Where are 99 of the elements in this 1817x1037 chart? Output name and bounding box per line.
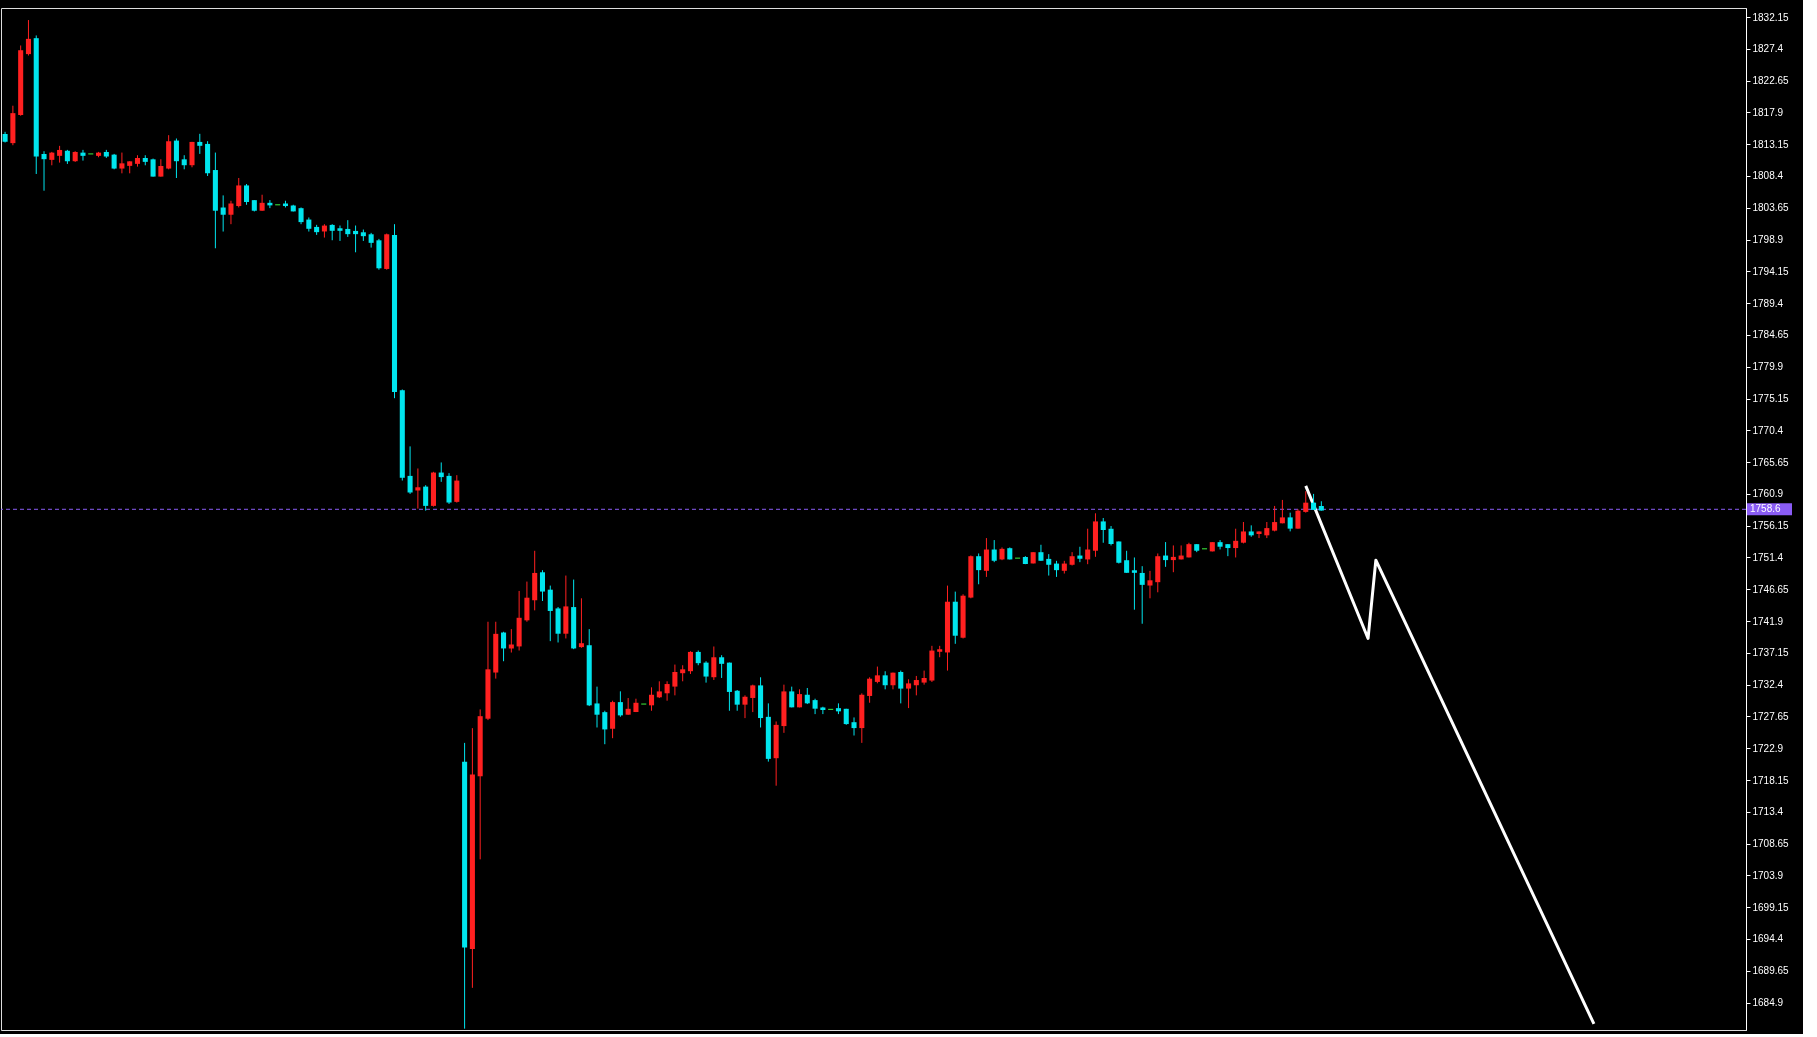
candlestick [454, 474, 460, 504]
candlestick [750, 684, 756, 713]
candlestick [649, 686, 655, 712]
y-tick-label: 1722.9 [1752, 742, 1784, 754]
y-tick-label: 1813.15 [1752, 138, 1790, 150]
candlestick [976, 552, 982, 585]
candlestick [539, 569, 546, 602]
candlestick [501, 631, 507, 662]
ref-line-label: 1758.6 [1750, 503, 1782, 515]
y-tick-label: 1741.9 [1752, 615, 1784, 627]
candlestick [1131, 556, 1137, 611]
candlestick [547, 585, 553, 642]
candlestick [1139, 565, 1145, 625]
candlestick [1295, 508, 1301, 530]
candlestick [119, 152, 125, 174]
candlestick [1124, 550, 1130, 574]
candlestick [423, 484, 429, 512]
candlestick [220, 194, 226, 233]
candlestick [703, 660, 709, 684]
candlestick [407, 445, 413, 495]
candlestick [337, 225, 343, 242]
candlestick [1170, 544, 1176, 573]
y-tick-label: 1737.15 [1752, 647, 1790, 659]
y-tick-label: 1822.65 [1752, 75, 1790, 87]
y-tick-label: 1746.65 [1752, 583, 1790, 595]
y-tick-label: 1832.15 [1752, 11, 1790, 23]
y-tick-label: 1732.4 [1752, 679, 1784, 691]
candlestick [906, 678, 912, 709]
candlestick [1225, 543, 1231, 557]
y-tick-label: 1760.9 [1752, 488, 1784, 500]
candlestick [921, 670, 927, 686]
candlestick [734, 689, 740, 712]
candlestick [1108, 525, 1114, 546]
candlestick [664, 680, 670, 702]
y-tick-label: 1798.9 [1752, 234, 1784, 246]
candlestick [228, 200, 234, 225]
candlestick [898, 670, 904, 704]
y-tick-label: 1699.15 [1752, 901, 1790, 913]
candlestick [41, 150, 47, 192]
y-tick-label: 1765.65 [1752, 456, 1790, 468]
y-tick-label: 1708.65 [1752, 838, 1790, 850]
y-tick-label: 1794.15 [1752, 265, 1790, 277]
candlestick [617, 690, 623, 718]
y-tick-label: 1827.4 [1752, 43, 1784, 55]
y-tick-label: 1808.4 [1752, 170, 1784, 182]
y-tick-label: 1694.4 [1752, 933, 1784, 945]
candlestick [867, 676, 873, 704]
candlestick [25, 19, 31, 57]
y-tick-label: 1775.15 [1752, 393, 1790, 405]
y-tick-label: 1817.9 [1752, 106, 1784, 118]
candlestick [197, 133, 203, 155]
candlestick [1287, 512, 1293, 532]
candlestick [1147, 570, 1153, 599]
candlestick [1116, 540, 1122, 565]
y-tick-label: 1784.65 [1752, 329, 1790, 341]
candlestick [1256, 530, 1262, 539]
candlestick [851, 716, 857, 737]
candlestick [672, 664, 678, 696]
candlestick [991, 539, 997, 563]
candlestick [602, 710, 608, 745]
y-tick-label: 1713.4 [1752, 806, 1784, 818]
candlestick [524, 581, 530, 623]
candlestick [719, 654, 725, 679]
candlestick [1085, 528, 1091, 565]
candlestick [983, 537, 989, 578]
candlestick [236, 177, 242, 208]
candlestick [1046, 553, 1052, 577]
y-tick-label: 1803.65 [1752, 202, 1790, 214]
y-tick-label: 1770.4 [1752, 424, 1784, 436]
candlestick [415, 467, 421, 510]
y-tick-label: 1751.4 [1752, 551, 1784, 563]
candlestick [882, 670, 888, 690]
y-tick-label: 1689.65 [1752, 965, 1790, 977]
candlestick [913, 675, 919, 696]
candlestick [711, 646, 717, 681]
y-tick-label: 1756.15 [1752, 520, 1790, 532]
y-tick-label: 1727.65 [1752, 710, 1790, 722]
line-series [1304, 484, 1596, 1026]
candlestick [173, 138, 179, 179]
candlestick [820, 706, 826, 715]
candlestick [594, 686, 600, 728]
y-tick-label: 1703.9 [1752, 869, 1784, 881]
candlestick [578, 597, 584, 649]
candlestick [244, 183, 250, 206]
candlestick [1233, 528, 1239, 558]
candlestick [353, 225, 359, 253]
candlestick [687, 650, 693, 675]
y-tick-label: 1789.4 [1752, 297, 1784, 309]
candlestick [742, 694, 748, 719]
candlestick [80, 149, 86, 162]
y-tick-label: 1684.9 [1752, 997, 1784, 1009]
y-tick-label: 1779.9 [1752, 361, 1784, 373]
candlestick [1272, 505, 1278, 532]
candlestick [1100, 517, 1106, 544]
candlestick [1303, 490, 1309, 514]
y-tick-label: 1718.15 [1752, 774, 1790, 786]
candlestick [259, 194, 265, 212]
candlestick [1077, 546, 1083, 563]
candlestick [189, 141, 195, 168]
